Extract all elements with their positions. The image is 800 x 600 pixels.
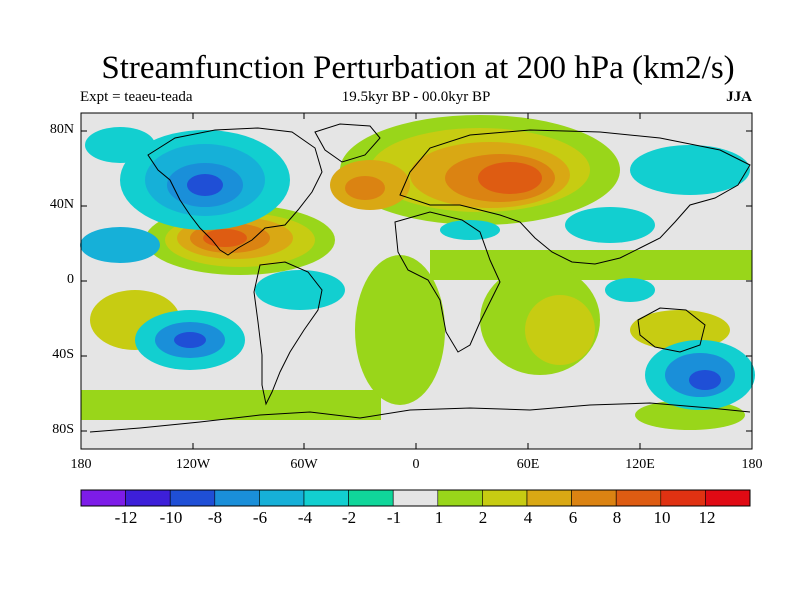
colorbar-swatch xyxy=(214,489,260,507)
negative-anomaly xyxy=(187,174,223,196)
colorbar-label: 10 xyxy=(653,508,671,527)
lon-label: 60W xyxy=(290,457,318,472)
lat-label: 0 xyxy=(67,272,74,287)
lon-label: 180 xyxy=(70,457,92,472)
negative-anomaly xyxy=(605,278,655,302)
colorbar-label: -4 xyxy=(297,508,313,527)
coastline-australia xyxy=(637,307,706,353)
colorbar-label: -12 xyxy=(114,508,138,527)
negative-anomaly xyxy=(174,332,206,348)
colorbar-swatch xyxy=(526,489,572,507)
positive-anomaly xyxy=(345,176,385,200)
colorbar-label: -8 xyxy=(207,508,223,527)
positive-anomaly xyxy=(630,310,730,350)
coastline-eurasia xyxy=(399,129,751,265)
colorbar-swatch xyxy=(169,489,216,507)
map-title: Streamfunction Perturbation at 200 hPa (… xyxy=(101,50,735,86)
lon-label: 60E xyxy=(516,457,540,472)
lon-label: 120E xyxy=(625,457,655,472)
negative-anomaly xyxy=(630,145,750,195)
colorbar-label: 2 xyxy=(478,508,488,527)
tropical-band xyxy=(430,250,752,280)
colorbar-label: -2 xyxy=(341,508,357,527)
lat-label: 80S xyxy=(52,422,74,437)
negative-anomaly xyxy=(565,207,655,243)
colorbar-label: -6 xyxy=(252,508,268,527)
colorbar-label: -10 xyxy=(159,508,183,527)
coastline-greenland xyxy=(314,123,381,163)
colorbar-label: 1 xyxy=(434,508,444,527)
coastline-south-america xyxy=(253,261,323,406)
colorbar-swatch xyxy=(303,489,349,507)
coastline-africa xyxy=(394,211,501,353)
negative-anomaly xyxy=(440,220,500,240)
time-range-label: 19.5kyr BP - 00.0kyr BP xyxy=(341,89,491,105)
negative-anomaly xyxy=(689,370,721,390)
colorbar-swatch xyxy=(660,489,706,507)
colorbar-swatch xyxy=(615,489,662,507)
colorbar-swatch xyxy=(705,489,751,507)
colorbar-label: -1 xyxy=(386,508,402,527)
negative-anomaly xyxy=(85,127,155,163)
lon-label: 120W xyxy=(175,457,211,472)
positive-anomaly xyxy=(355,255,445,405)
colorbar-swatch xyxy=(80,489,126,507)
coastlines xyxy=(89,123,751,433)
coastline-north-america xyxy=(147,127,323,256)
axis-ticks xyxy=(80,113,753,449)
lat-label: 40S xyxy=(52,347,74,362)
positive-anomaly xyxy=(525,295,595,365)
experiment-label: Expt = teaeu-teada xyxy=(80,89,193,105)
lon-label: 0 xyxy=(412,457,420,472)
coastline-antarctica xyxy=(89,402,751,433)
colorbar-label: 12 xyxy=(698,508,716,527)
colorbar-swatch xyxy=(125,489,171,507)
colorbar-swatch xyxy=(348,489,394,507)
colorbar-frame xyxy=(80,489,751,507)
colorbar-label: 8 xyxy=(612,508,622,527)
positive-anomaly xyxy=(478,162,542,194)
negative-anomaly xyxy=(255,270,345,310)
negative-anomaly xyxy=(80,227,160,263)
season-label: JJA xyxy=(726,89,752,105)
contour-field xyxy=(80,113,755,449)
colorbar xyxy=(80,489,751,507)
lat-label: 80N xyxy=(49,122,74,137)
colorbar-label: 6 xyxy=(568,508,578,527)
colorbar-swatch xyxy=(571,489,617,507)
colorbar-swatch xyxy=(392,489,439,507)
lat-label: 40N xyxy=(49,197,74,212)
colorbar-label: 4 xyxy=(523,508,533,527)
lon-label: 180 xyxy=(741,457,763,472)
colorbar-swatch xyxy=(482,489,528,507)
colorbar-swatch xyxy=(437,489,483,507)
colorbar-swatch xyxy=(259,489,305,507)
